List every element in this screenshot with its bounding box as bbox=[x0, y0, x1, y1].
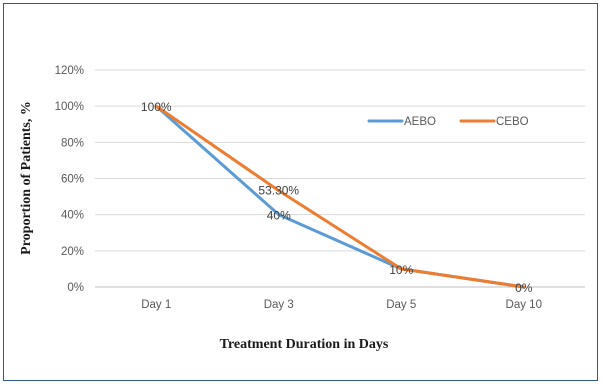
data-label: 10% bbox=[389, 263, 413, 277]
chart-frame bbox=[3, 3, 598, 381]
data-label: 53.30% bbox=[258, 184, 299, 198]
series-line-aebo bbox=[154, 104, 526, 289]
y-tick-label: 20% bbox=[61, 246, 84, 258]
x-tick-label: Day 1 bbox=[141, 299, 171, 311]
y-tick-label: 0% bbox=[67, 282, 84, 294]
data-label: 0% bbox=[515, 281, 533, 295]
x-axis-title: Treatment Duration in Days bbox=[220, 337, 389, 352]
gridlines bbox=[95, 69, 585, 288]
x-tick-label: Day 10 bbox=[506, 299, 542, 311]
series-lines bbox=[154, 104, 526, 289]
data-label: 100% bbox=[141, 100, 172, 114]
y-axis-title: Proportion of Patients, % bbox=[19, 101, 34, 255]
x-tick-labels: Day 1 Day 3 Day 5 Day 10 bbox=[141, 299, 542, 311]
data-label: 40% bbox=[267, 209, 291, 223]
y-tick-label: 120% bbox=[55, 65, 84, 77]
y-tick-label: 40% bbox=[61, 210, 84, 222]
y-tick-label: 80% bbox=[61, 137, 84, 149]
y-tick-labels: 0% 20% 40% 60% 80% 100% 120% bbox=[55, 65, 84, 294]
legend: AEBO CEBO bbox=[367, 116, 529, 128]
y-tick-label: 60% bbox=[61, 174, 84, 186]
legend-label-cebo: CEBO bbox=[496, 116, 529, 128]
series-line-cebo bbox=[154, 104, 526, 289]
y-tick-label: 100% bbox=[55, 101, 84, 113]
x-tick-label: Day 5 bbox=[386, 299, 416, 311]
data-labels: 100% 40% 53.30% 10% 0% bbox=[141, 100, 533, 295]
x-tick-label: Day 3 bbox=[264, 299, 294, 311]
legend-label-aebo: AEBO bbox=[404, 116, 436, 128]
